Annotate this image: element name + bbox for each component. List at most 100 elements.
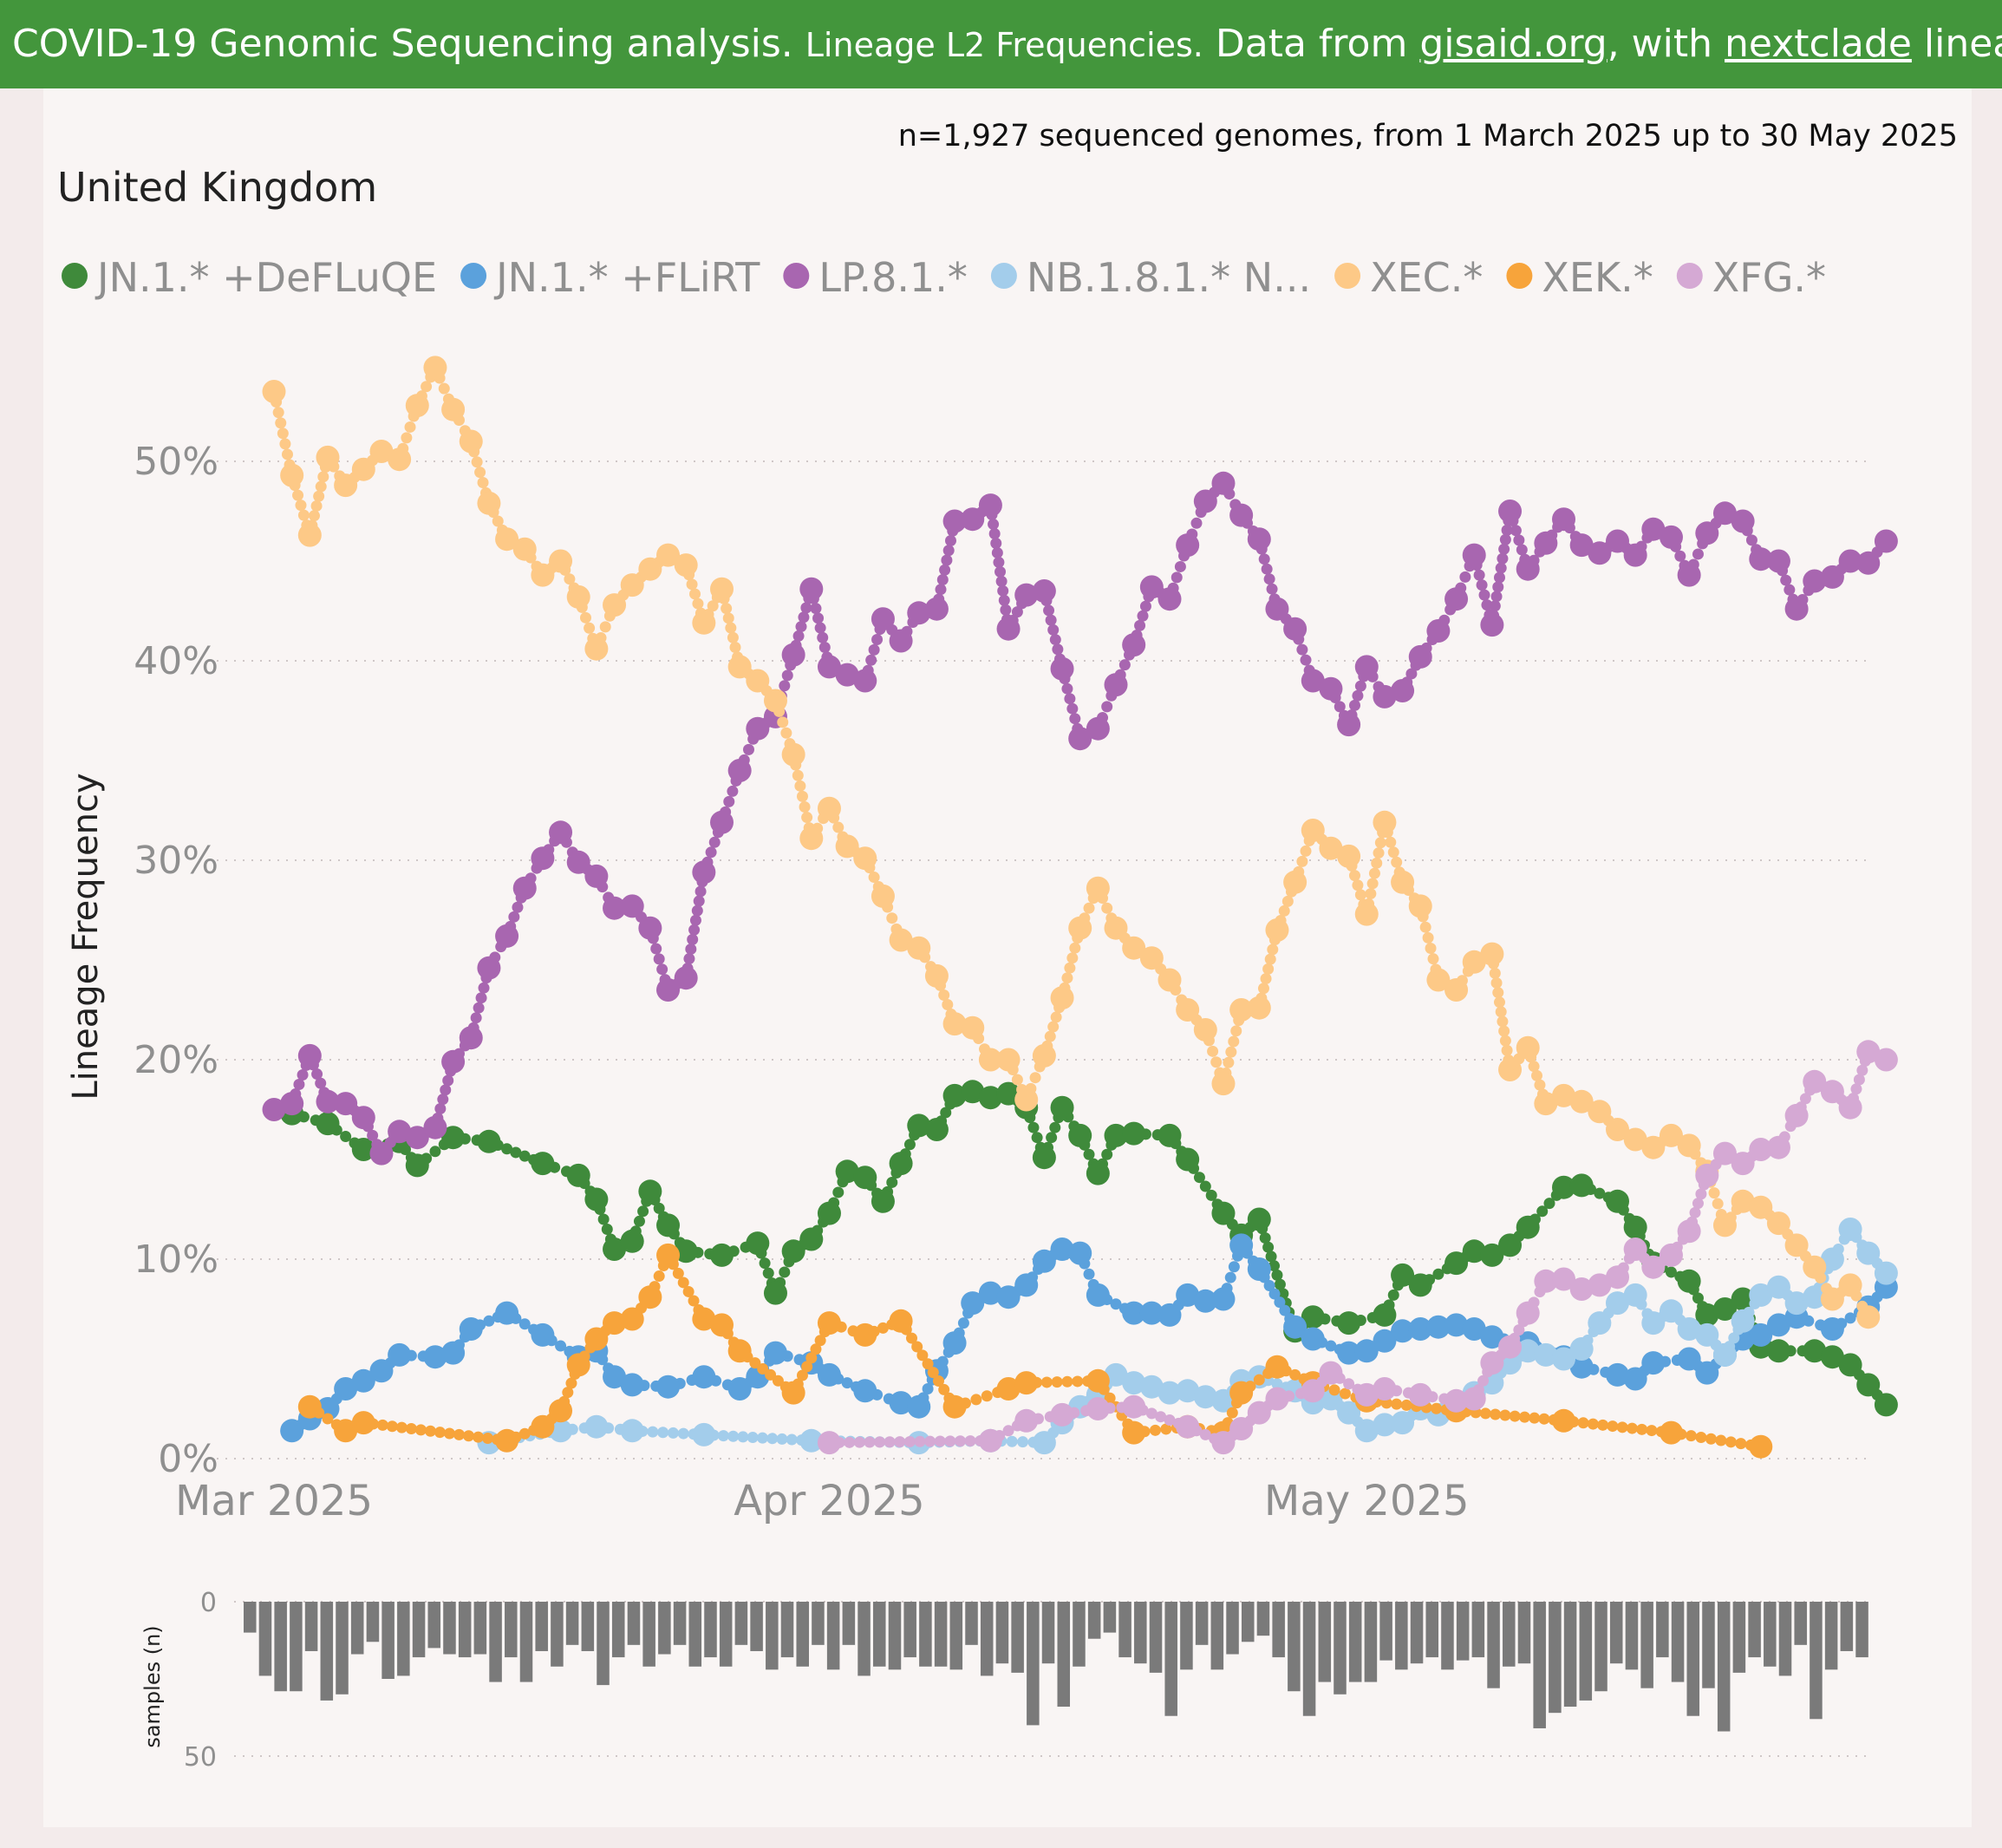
series-connector-dot [1492, 987, 1504, 999]
data-point [1498, 500, 1523, 523]
nextclade-link[interactable]: nextclade [1725, 22, 1912, 66]
data-point [1444, 587, 1469, 611]
series-connector-dot [1262, 963, 1275, 975]
data-point [1569, 1277, 1594, 1301]
series-connector-dot [801, 1361, 813, 1373]
series-connector-dot [1531, 1069, 1543, 1081]
series-connector-dot [1607, 1420, 1619, 1433]
series-connector-dot [934, 1435, 946, 1447]
sample-bar [1609, 1602, 1623, 1664]
series-connector-dot [1061, 682, 1073, 695]
series-connector-dot [1492, 581, 1504, 593]
sample-bar [1441, 1602, 1454, 1670]
data-point [1659, 525, 1683, 549]
data-point [1265, 1387, 1289, 1411]
legend-label[interactable]: JN.1.* +DeFLuQE [95, 254, 437, 301]
series-connector-dot [1281, 895, 1294, 907]
series [817, 1040, 1898, 1455]
sample-bar [1686, 1602, 1700, 1716]
legend-marker[interactable] [990, 263, 1017, 289]
series-connector-dot [672, 1267, 684, 1279]
sample-bar [1103, 1602, 1117, 1633]
gisaid-link[interactable]: gisaid.org [1419, 22, 1607, 66]
data-point [351, 1106, 375, 1130]
legend-marker[interactable] [783, 263, 810, 289]
data-point [531, 563, 555, 587]
series-connector-dot [1263, 1280, 1275, 1292]
sample-bar [1364, 1602, 1378, 1682]
data-point [280, 1419, 304, 1443]
sample-bar [1487, 1602, 1500, 1688]
legend-label[interactable]: XEK.* [1542, 254, 1653, 301]
series-connector-dot [995, 575, 1008, 587]
legend-marker[interactable] [1506, 263, 1533, 289]
series [280, 1233, 1898, 1443]
series-connector-dot [781, 669, 793, 682]
series-connector-dot [1513, 1324, 1525, 1336]
series-connector-dot [1052, 643, 1064, 656]
data-point [924, 1118, 949, 1141]
data-point [907, 1113, 931, 1138]
data-point [1032, 1249, 1056, 1273]
data-point [1516, 1301, 1540, 1325]
series-connector-dot [868, 872, 880, 884]
series-connector-dot [1223, 1056, 1235, 1068]
data-point [388, 447, 412, 472]
data-point [584, 1414, 609, 1439]
data-point [1695, 1361, 1719, 1385]
data-point [1391, 870, 1415, 894]
data-point [1301, 1305, 1325, 1329]
data-point [1552, 1408, 1576, 1433]
series-connector-dot [633, 1215, 645, 1227]
legend-label[interactable]: XEC.* [1370, 254, 1483, 301]
legend-marker[interactable] [1676, 263, 1703, 289]
data-point [1032, 1431, 1056, 1455]
series-connector-dot [1692, 1198, 1704, 1210]
legend-label[interactable]: LP.8.1.* [818, 254, 968, 301]
series-connector-dot [667, 1427, 679, 1439]
sample-bar [658, 1602, 671, 1655]
legend-label[interactable]: XFG.* [1712, 254, 1826, 301]
legend-label[interactable]: JN.1.* +FLiRT [493, 254, 760, 301]
series-layer [262, 356, 1898, 1459]
series-connector-dot [903, 1139, 916, 1151]
legend-marker[interactable] [1334, 263, 1361, 289]
data-point [1193, 1385, 1217, 1409]
series-connector-dot [1528, 1061, 1540, 1073]
series-connector-dot [683, 953, 695, 965]
data-point [1623, 1367, 1647, 1391]
data-point [674, 553, 698, 578]
sample-bar [1134, 1602, 1147, 1664]
legend-marker[interactable] [62, 263, 88, 289]
data-point [1803, 1339, 1827, 1363]
data-point [799, 826, 824, 851]
data-point [1534, 1342, 1558, 1367]
data-point [799, 577, 824, 601]
data-point [638, 1179, 662, 1204]
series-connector-dot [776, 1433, 788, 1445]
series-connector-dot [562, 1387, 574, 1399]
series-connector-dot [1476, 579, 1488, 591]
legend-marker[interactable] [460, 263, 487, 289]
sample-bar [1579, 1602, 1593, 1701]
series-connector-dot [1199, 1428, 1211, 1440]
series-connector-dot [1083, 1268, 1095, 1280]
data-point [1444, 1388, 1469, 1413]
data-point [692, 611, 716, 635]
data-point [656, 978, 681, 1002]
data-point [889, 928, 913, 952]
legend-label[interactable]: NB.1.8.1.* N... [1027, 254, 1311, 301]
data-point [1391, 1411, 1415, 1435]
sample-bar [1625, 1602, 1639, 1670]
series-connector-dot [440, 1084, 452, 1096]
series-connector-dot [792, 769, 804, 781]
data-point [746, 716, 770, 741]
series-connector-dot [1277, 1288, 1289, 1300]
series-connector-dot [1343, 1378, 1355, 1390]
series-connector-dot [1477, 1375, 1490, 1387]
series-connector-dot [1069, 942, 1081, 954]
data-point [1569, 1337, 1594, 1361]
data-point [1623, 1237, 1647, 1261]
data-point [727, 655, 752, 679]
data-point [656, 1375, 681, 1399]
